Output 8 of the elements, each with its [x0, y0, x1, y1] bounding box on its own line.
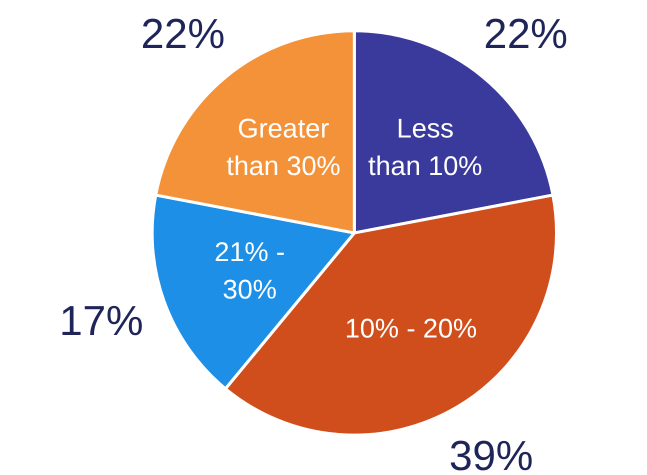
slice-label: Greater than 30% — [226, 114, 340, 182]
data-label: 17% — [59, 297, 144, 344]
data-label: 39% — [449, 432, 534, 475]
slice-label: 10% - 20% — [344, 314, 477, 344]
data-label: 22% — [484, 10, 568, 58]
slice-label: Less than 10% — [368, 114, 482, 182]
data-label: 22% — [140, 10, 225, 58]
slice-label: 21% - 30% — [214, 236, 285, 304]
